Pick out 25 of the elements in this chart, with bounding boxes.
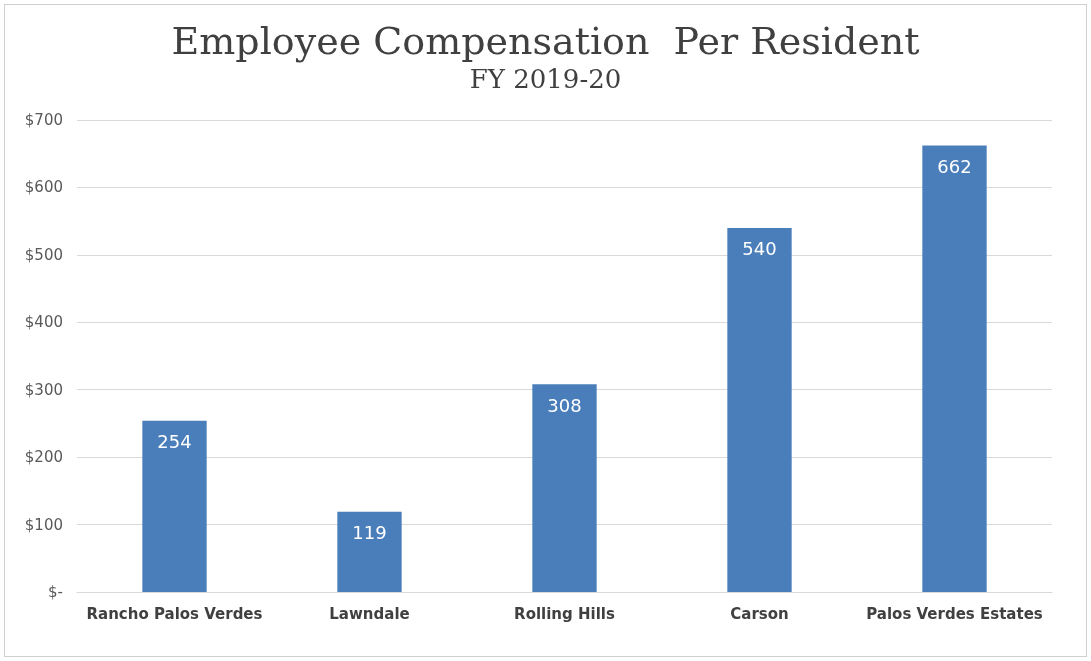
y-tick-label: $700 — [24, 111, 63, 129]
y-tick-label: $200 — [24, 448, 63, 467]
data-label: 254 — [157, 431, 192, 453]
x-tick-label: Palos Verdes Estates — [866, 604, 1043, 623]
bar — [337, 511, 402, 592]
data-label: 662 — [937, 156, 972, 178]
data-label: 308 — [547, 394, 582, 416]
y-tick-label: $300 — [24, 380, 63, 399]
x-tick-label: Lawndale — [329, 604, 410, 623]
bar — [727, 227, 792, 592]
data-label: 119 — [352, 522, 387, 544]
bar — [922, 145, 987, 592]
y-tick-label: $600 — [24, 178, 63, 197]
bar — [142, 420, 207, 592]
chart-subtitle: FY 2019-20 — [469, 64, 622, 94]
y-tick-label: $- — [48, 583, 63, 601]
bar — [532, 384, 597, 592]
y-tick-label: $400 — [24, 313, 63, 332]
y-tick-label: $100 — [24, 515, 63, 534]
x-tick-label: Rancho Palos Verdes — [86, 604, 263, 623]
x-tick-label: Carson — [730, 604, 789, 623]
chart-title: Employee Compensation Per Resident — [171, 19, 920, 63]
x-tick-label: Rolling Hills — [514, 604, 615, 623]
data-label: 540 — [742, 238, 777, 260]
y-tick-label: $500 — [24, 245, 63, 264]
